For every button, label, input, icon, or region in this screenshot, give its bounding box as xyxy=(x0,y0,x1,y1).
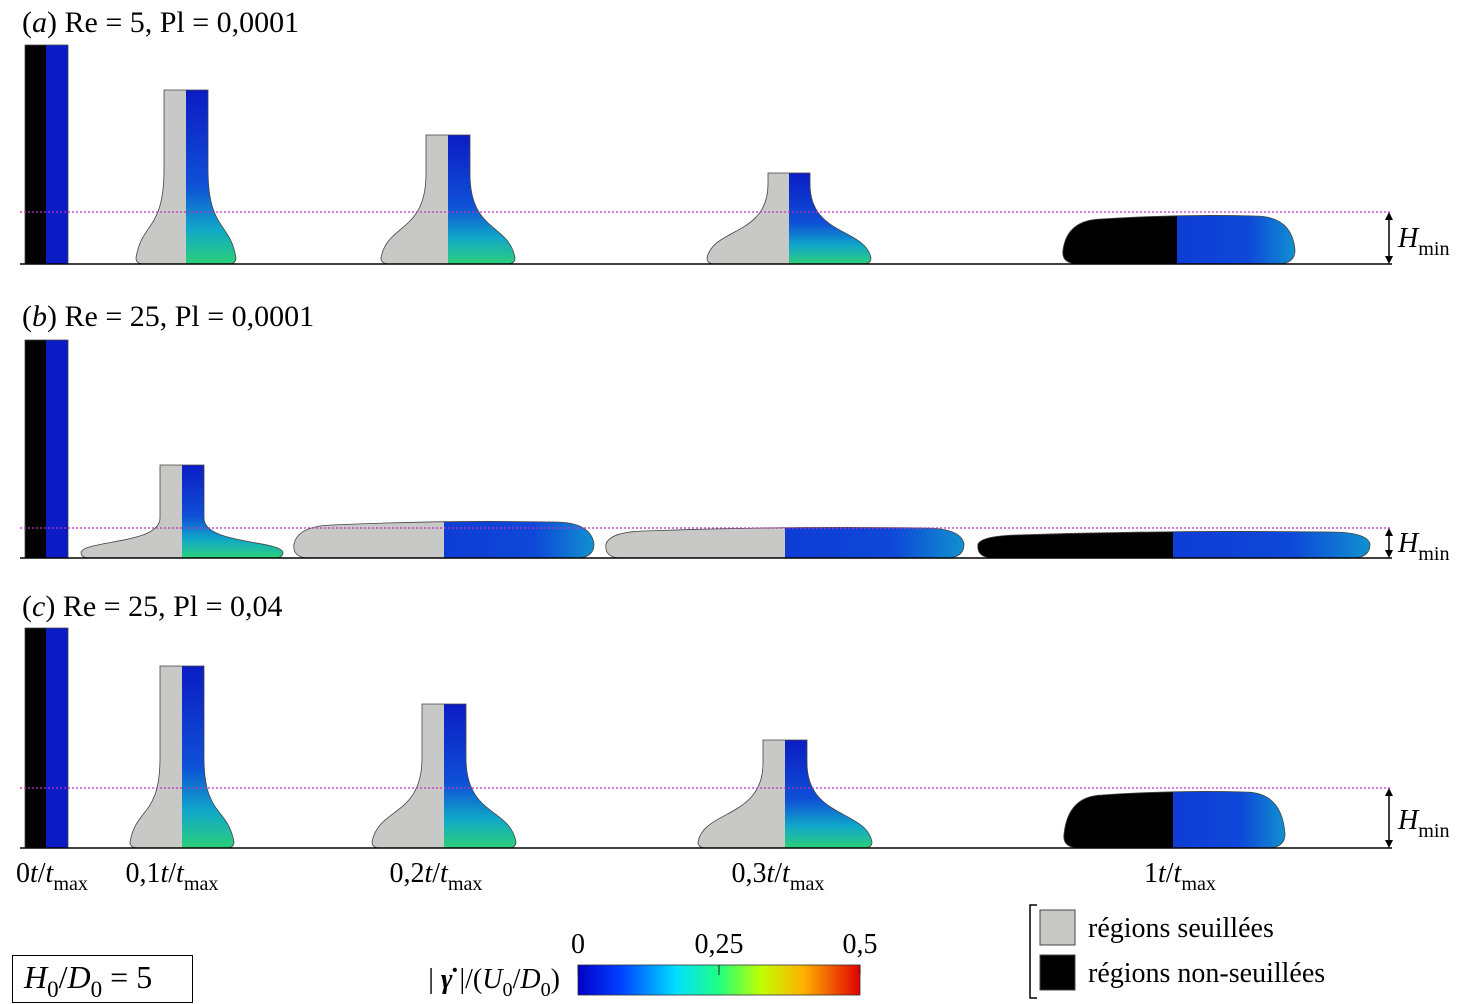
droplet-shape xyxy=(1063,215,1295,264)
colorbar-label: | γ̇ |/(U0/D0) xyxy=(428,964,560,1001)
hmin-label: Hmin xyxy=(1397,223,1450,260)
text-run: ( xyxy=(22,300,32,333)
droplet-shape xyxy=(606,527,964,558)
hmin-label: Hmin xyxy=(1397,528,1450,565)
text-run: ( xyxy=(22,590,32,623)
ratio-text: H0/D0 = 5 xyxy=(23,959,152,1002)
text-run: max xyxy=(53,873,88,895)
legend-label: régions seuillées xyxy=(1088,913,1274,944)
text-run: 0 xyxy=(503,979,513,1001)
text-run: D xyxy=(519,964,540,995)
text-run: c xyxy=(32,590,45,623)
droplet-shape xyxy=(381,135,515,264)
text-run: ) xyxy=(551,964,560,995)
colorbar-tick-label: 0 xyxy=(571,929,585,960)
text-run: H xyxy=(23,959,49,995)
text-run: 0,2 xyxy=(389,858,424,889)
text-run: 0 xyxy=(16,858,30,889)
legend-swatch xyxy=(1040,955,1075,990)
text-run: 0 xyxy=(541,979,551,1001)
text-run: U xyxy=(482,964,504,995)
text-run: max xyxy=(184,873,219,895)
droplet-shape xyxy=(130,666,234,848)
droplet-shape xyxy=(81,465,283,558)
text-run: 0 xyxy=(47,976,59,1002)
legend-swatch xyxy=(1040,910,1075,945)
text-run: |/( xyxy=(453,964,483,995)
legend-bracket xyxy=(1030,905,1037,998)
panel-title: (a) Re = 5, Pl = 0,0001 xyxy=(22,6,299,39)
panel-title: (c) Re = 25, Pl = 0,04 xyxy=(22,590,283,623)
text-run: max xyxy=(790,873,825,895)
text-run: 0,1 xyxy=(125,858,160,889)
droplet-shape xyxy=(136,90,236,264)
time-label: 0,1t/tmax xyxy=(125,858,218,895)
text-run: min xyxy=(1418,820,1449,842)
time-label: 0,3t/tmax xyxy=(731,858,824,895)
text-run: H xyxy=(1397,805,1420,836)
text-run: ) Re = 5, Pl = 0,0001 xyxy=(47,6,299,39)
text-run: / xyxy=(59,959,68,995)
colorbar-tick-label: 0,25 xyxy=(695,929,744,960)
legend-label: régions non-seuillées xyxy=(1088,958,1325,989)
text-run: H xyxy=(1397,528,1420,559)
text-run: ) Re = 25, Pl = 0,04 xyxy=(45,590,282,623)
text-run: 0 xyxy=(91,976,103,1002)
text-run: min xyxy=(1418,543,1449,565)
text-run: min xyxy=(1418,238,1449,260)
text-run: ) Re = 25, Pl = 0,0001 xyxy=(47,300,314,333)
droplet-shape xyxy=(978,531,1370,558)
droplet-shape xyxy=(698,740,872,848)
text-run: ( xyxy=(22,6,32,39)
text-run: max xyxy=(448,873,483,895)
text-run: 0,3 xyxy=(731,858,766,889)
text-run: max xyxy=(1181,873,1216,895)
time-label: 1t/tmax xyxy=(1144,858,1216,895)
text-run: b xyxy=(32,300,47,333)
hmin-label: Hmin xyxy=(1397,805,1450,842)
text-run: H xyxy=(1397,223,1420,254)
droplet-shape xyxy=(25,45,68,264)
droplet-shape xyxy=(25,628,68,848)
time-label: 0,2t/tmax xyxy=(389,858,482,895)
text-run: a xyxy=(32,6,47,39)
text-run: | xyxy=(428,964,441,995)
droplet-shape xyxy=(707,173,871,264)
panel-title: (b) Re = 25, Pl = 0,0001 xyxy=(22,300,314,333)
text-run: D xyxy=(67,959,91,995)
figure: (a) Re = 5, Pl = 0,0001Hmin(b) Re = 25, … xyxy=(0,0,1478,1004)
text-run: 1 xyxy=(1144,858,1158,889)
text-run: = 5 xyxy=(102,959,152,995)
droplet-shape xyxy=(372,704,516,848)
droplet-shape xyxy=(25,340,68,558)
colorbar-tick-label: 0,5 xyxy=(843,929,878,960)
droplet-shape xyxy=(294,521,594,558)
droplet-shape xyxy=(1064,791,1285,848)
time-label: 0t/tmax xyxy=(16,858,88,895)
